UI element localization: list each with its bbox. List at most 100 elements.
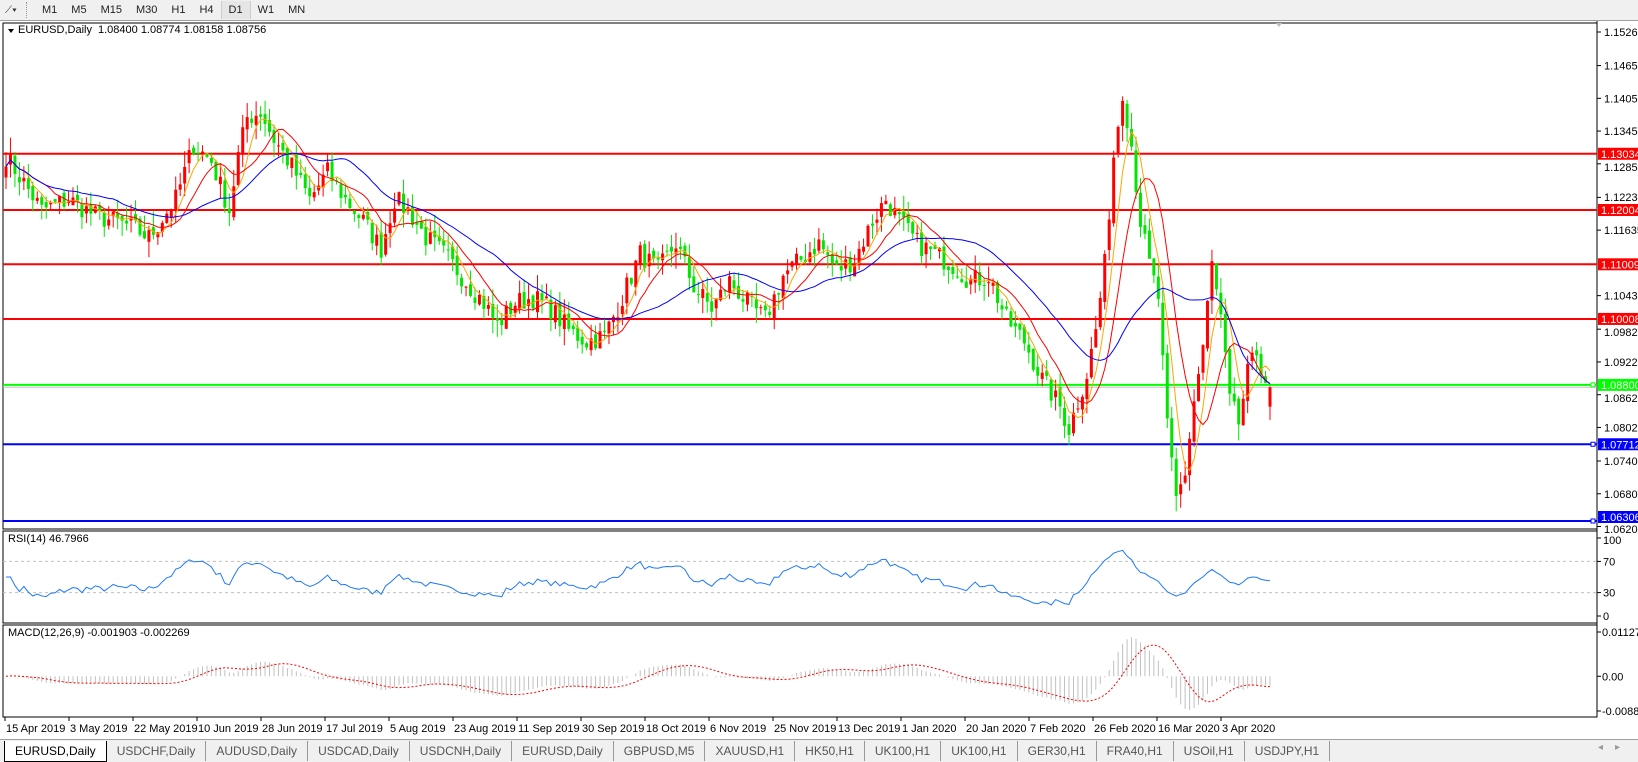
chart-tab[interactable]: EURUSD,Daily [4,741,107,762]
candle-body [643,244,647,269]
chart-tab[interactable]: AUDUSD,Daily [206,741,309,761]
chart-tab[interactable]: UK100,H1 [941,741,1018,761]
candle-body [330,161,334,182]
candle-body [1085,378,1089,400]
candle-body [1156,276,1160,299]
price-chart[interactable]: 1.15265 1.14650 1.14050 1.13450 1.12850 1.122… [0,21,1638,739]
candle-body [58,196,62,203]
candle-body [40,197,44,205]
candle-body [558,302,562,327]
chart-tab[interactable]: GBPUSD,M5 [614,741,706,761]
candle-body [107,219,111,226]
candle-body [638,245,642,264]
candle-body [553,305,557,323]
candle-body [303,174,307,189]
chart-tab[interactable]: USDCNH,Daily [410,741,513,761]
candle-body [853,263,857,277]
candle-body [424,226,428,246]
candle-body [415,222,419,225]
candle-body [736,285,740,299]
candle-body [1107,219,1111,251]
candle-body [544,296,548,299]
chart-tab[interactable]: XAUUSD,H1 [705,741,796,761]
candle-body [469,284,473,296]
candle-body [120,215,124,221]
candle-body [89,203,93,214]
candle-body [500,319,504,326]
candle-body [607,321,611,334]
candle-body [308,187,312,197]
candle-body [17,177,21,183]
candle-body [8,153,12,165]
level-price-label: 1.12004 [1601,205,1638,217]
line-tools-icon[interactable]: ⟋▾ [5,4,17,16]
candle-body [102,212,106,227]
moving-average-line-slow [5,152,1271,385]
candle-body [875,219,879,223]
chart-tab[interactable]: USDCHF,Daily [107,741,207,761]
rsi-tick-label: 0 [1603,611,1609,623]
level-price-tag [1598,147,1638,160]
candle-body [442,240,446,246]
candle-body [192,147,196,155]
candle-body [1049,379,1053,401]
candle-body [1152,258,1156,276]
time-tick-label: 6 Nov 2019 [710,723,766,735]
timeframe-d1[interactable]: D1 [220,1,251,19]
chart-tab[interactable]: UK100,H1 [865,741,942,761]
candle-body [1098,297,1102,328]
candle-body [763,305,767,311]
candle-body [571,325,575,330]
candle-body [754,298,758,309]
chart-tab[interactable]: EURUSD,Daily [512,741,614,761]
tab-list: EURUSD,Daily USDCHF,Daily AUDUSD,Daily USDC… [0,741,1331,762]
time-tick-label: 15 Apr 2019 [6,723,65,735]
chart-tab[interactable]: USOil,H1 [1174,741,1245,761]
candle-body [214,161,218,181]
price-tick-label: 1.13450 [1604,126,1638,138]
candle-body [174,189,178,211]
candle-body [518,293,522,309]
candle-body [848,257,852,273]
candle-body [598,331,602,349]
timeframe-h4[interactable]: H4 [199,4,214,16]
timeframe-m30[interactable]: M30 [135,4,158,16]
timeframe-m15[interactable]: M15 [100,4,122,16]
candle-body [799,256,803,260]
candle-body [1103,254,1107,302]
timeframe-m5[interactable]: M5 [71,4,87,16]
timeframe-m1[interactable]: M1 [42,4,58,16]
candle-body [312,192,316,198]
chart-tab[interactable]: USDCAD,Daily [308,741,410,761]
chart-tab[interactable]: FRA40,H1 [1097,741,1174,761]
timeframe-w1[interactable]: W1 [257,4,275,16]
chart-tab[interactable]: GER30,H1 [1018,741,1097,761]
chart-tab[interactable]: USDJPY,H1 [1245,741,1331,761]
candle-body [888,204,892,216]
candle-body [35,197,39,201]
candle-body [125,220,129,224]
candle-body [361,214,365,219]
candle-body [745,292,749,305]
candle-body [477,294,481,305]
level-price-tag [1598,511,1638,523]
candle-body [67,202,71,204]
candle-body [567,313,571,329]
candles [4,96,1272,512]
candle-body [857,248,861,264]
candle-body [156,232,160,238]
candle-body [710,301,714,312]
macd-label: MACD(12,26,9) -0.001903 -0.002269 [8,627,190,639]
chart-tab[interactable]: HK50,H1 [795,741,865,761]
candle-body [446,249,450,251]
candle-body [531,295,535,309]
candle-body [866,225,870,247]
timeframe-mn[interactable]: MN [288,4,306,16]
timeframe-h1[interactable]: H1 [171,4,186,16]
level-price-label: 1.10008 [1601,314,1638,326]
candle-body [1179,484,1183,495]
tab-scroll-arrows-icon[interactable]: ◂▸ [1597,742,1632,753]
candle-body [1125,103,1129,129]
candle-body [111,211,115,217]
candle-body [513,305,517,313]
